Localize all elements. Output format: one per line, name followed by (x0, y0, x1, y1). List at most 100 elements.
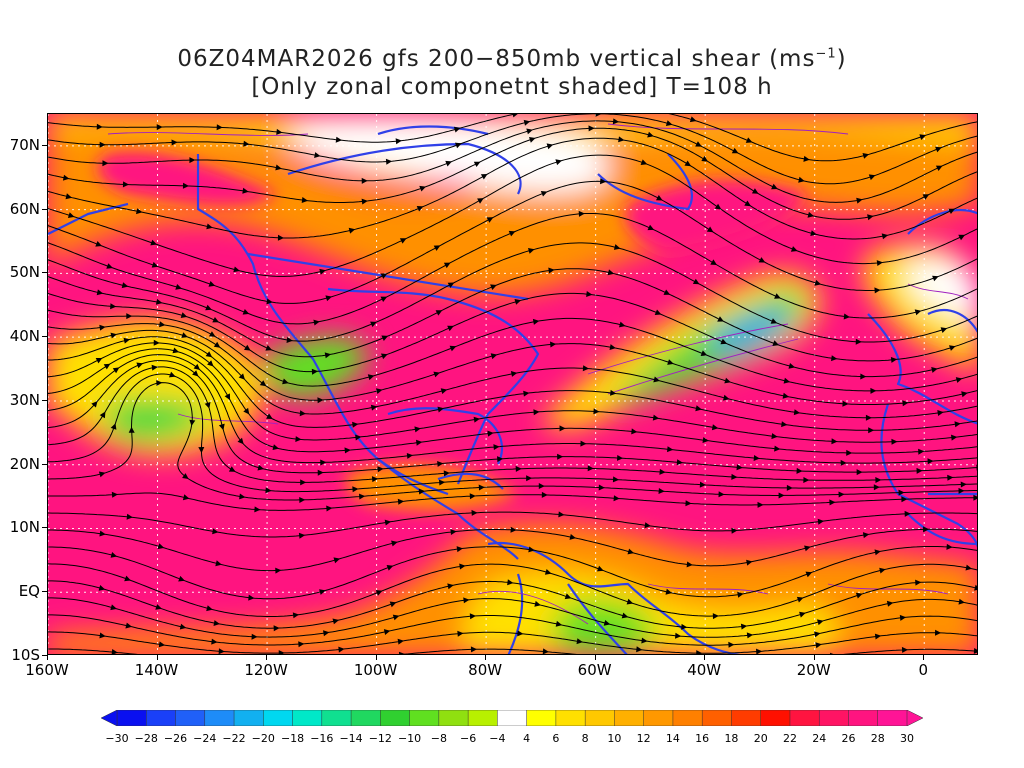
streamline-arrowhead (814, 631, 821, 638)
streamline-arrowhead (817, 518, 824, 525)
streamline-arrowhead (238, 373, 245, 380)
streamline-arrowhead (473, 161, 481, 167)
colorbar-swatch (584, 710, 616, 726)
streamline-arrowhead (192, 370, 199, 377)
title-line-2: [Only zonal componetnt shaded] T=108 h (251, 74, 773, 100)
streamline-arrowhead (323, 630, 330, 637)
streamline-arrowhead (275, 164, 282, 171)
streamline-arrowhead (702, 437, 709, 443)
streamline (48, 580, 977, 629)
streamline-arrowhead (486, 217, 494, 223)
streamline-arrowhead (124, 575, 131, 582)
streamline-arrowhead (783, 377, 791, 384)
streamline-arrowhead (770, 318, 778, 324)
streamline-arrowhead (110, 303, 117, 310)
colorbar-swatch (701, 710, 733, 726)
streamline-arrowhead (182, 473, 189, 479)
streamline-arrowhead (696, 650, 703, 654)
streamline-arrowhead (736, 464, 743, 471)
streamline-arrowhead (720, 338, 728, 345)
streamline-arrowhead (757, 501, 764, 508)
streamline-arrowhead (96, 123, 103, 130)
colorbar-swatch (760, 710, 791, 726)
colorbar-swatch (321, 710, 352, 726)
streamline-arrowhead (361, 198, 368, 205)
streamline-arrowhead (259, 380, 267, 387)
streamline-arrowhead (248, 594, 255, 601)
streamline-arrowhead (586, 291, 593, 297)
streamline (48, 336, 977, 431)
streamline-arrowhead (843, 313, 850, 320)
streamline-arrowhead (613, 495, 620, 502)
streamline-arrowhead (731, 473, 738, 480)
streamline-arrowhead (457, 630, 464, 637)
streamline-arrowhead (480, 174, 488, 180)
streamline-arrowhead (772, 340, 779, 346)
streamline-arrowhead (796, 467, 803, 474)
streamline-arrowhead (922, 194, 930, 200)
colorbar-label: 12 (636, 732, 651, 745)
streamline-arrowhead (392, 614, 400, 621)
streamline-arrowhead (534, 600, 541, 607)
streamline-arrowhead (555, 620, 563, 627)
streamline-arrowhead (793, 409, 801, 416)
streamline-arrowhead (510, 526, 517, 533)
streamline-arrowhead (517, 630, 524, 637)
streamline-arrowhead (95, 241, 102, 247)
colorbar-label: −6 (460, 732, 477, 745)
streamline-arrowhead (218, 648, 225, 654)
streamline-arrowhead (951, 434, 958, 441)
streamline-arrowhead (370, 321, 377, 328)
streamline-arrowhead (667, 359, 674, 365)
streamline-arrowhead (685, 500, 692, 507)
colorbar-swatch (789, 710, 820, 726)
streamline-arrowhead (973, 648, 977, 654)
streamline-arrowhead (612, 118, 620, 125)
streamline-arrowhead (701, 155, 708, 162)
streamline-arrowhead (228, 466, 236, 472)
streamline-arrowhead (831, 355, 838, 362)
streamline-arrowhead (257, 464, 264, 471)
streamline-arrowhead (99, 411, 106, 419)
streamline-arrowhead (840, 459, 847, 466)
streamline-arrowhead (881, 233, 889, 240)
lat-tick (42, 463, 47, 465)
streamline-arrowhead (778, 492, 785, 499)
streamline (48, 292, 977, 378)
colorbar-label: −10 (397, 732, 422, 745)
streamline-arrowhead (121, 282, 129, 289)
streamline-arrowhead (876, 260, 883, 266)
lon-label-40w: 40W (687, 661, 722, 679)
streamline-arrowhead (771, 183, 778, 190)
streamline-arrowhead (398, 651, 405, 654)
streamline-arrowhead (814, 279, 822, 286)
colorbar-label: 24 (812, 732, 827, 745)
streamline-arrowhead (559, 425, 566, 432)
streamline-arrowhead (805, 571, 813, 578)
streamline-arrowhead (965, 564, 972, 571)
streamline-arrowhead (656, 195, 663, 201)
streamline-arrowhead (123, 337, 130, 344)
streamline-arrowhead (868, 174, 876, 181)
lat-tick (42, 272, 47, 274)
streamline-arrowhead (803, 155, 810, 162)
streamline-arrowhead (380, 273, 388, 279)
streamline-arrowhead (915, 579, 922, 586)
streamline-arrowhead (627, 548, 635, 555)
streamline-arrowhead (706, 226, 714, 233)
streamline-arrowhead (272, 444, 279, 450)
lon-tick (923, 655, 925, 660)
streamline (48, 114, 977, 185)
streamline-arrowhead (175, 284, 182, 290)
title-line-1: 06Z04MAR2026 gfs 200−850mb vertical shea… (177, 46, 847, 72)
streamline-arrowhead (617, 455, 624, 461)
streamline-arrowhead (292, 612, 300, 619)
streamline-arrowhead (652, 414, 660, 421)
colorbar-swatch (526, 710, 557, 726)
colorbar-swatch (380, 710, 411, 726)
streamline-arrowhead (619, 321, 626, 328)
streamline-arrowhead (319, 268, 326, 275)
streamline-arrowhead (136, 362, 144, 369)
streamline-arrowhead (385, 158, 393, 165)
colorbar-label: 4 (523, 732, 531, 745)
